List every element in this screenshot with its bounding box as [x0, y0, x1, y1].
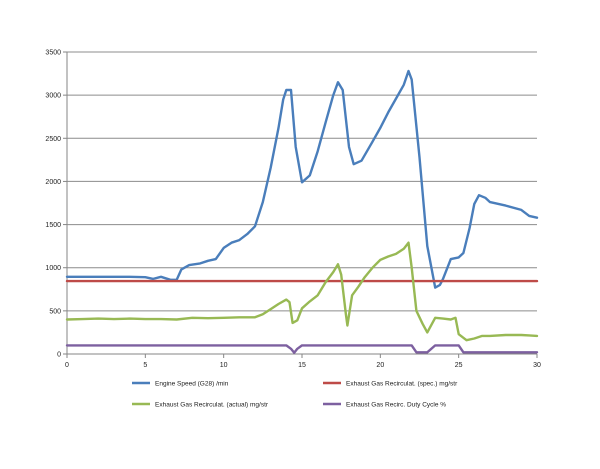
- x-tick-label-2: 10: [220, 362, 228, 369]
- y-tick-label-5: 2500: [45, 136, 61, 143]
- y-tick-label-7: 3500: [45, 50, 61, 57]
- axes: [63, 51, 538, 358]
- legend-label-1: Exhaust Gas Recirculat. (spec.) mg/str: [346, 381, 458, 388]
- x-tick-label-4: 20: [376, 362, 384, 369]
- legend-item-1: Exhaust Gas Recirculat. (spec.) mg/str: [323, 381, 458, 388]
- legend-label-3: Exhaust Gas Recirc. Duty Cycle %: [346, 402, 446, 409]
- y-tick-label-2: 1000: [45, 265, 61, 272]
- x-tick-label-5: 25: [455, 362, 463, 369]
- legend-label-2: Exhaust Gas Recirculat. (actual) mg/str: [155, 402, 269, 409]
- legend-item-0: Engine Speed (G28) /min: [132, 381, 229, 388]
- series-lines: [65, 69, 539, 354]
- legend-label-0: Engine Speed (G28) /min: [155, 381, 229, 388]
- series-line-3: [65, 344, 539, 354]
- y-tick-label-0: 0: [57, 352, 61, 359]
- legend-item-2: Exhaust Gas Recirculat. (actual) mg/str: [132, 402, 269, 409]
- x-tick-label-3: 15: [298, 362, 306, 369]
- y-tick-label-1: 500: [49, 308, 61, 315]
- legend-item-3: Exhaust Gas Recirc. Duty Cycle %: [323, 402, 446, 409]
- x-tick-label-6: 30: [533, 362, 541, 369]
- y-tick-label-3: 1500: [45, 222, 61, 229]
- gridlines: [67, 51, 537, 312]
- y-tick-label-4: 2000: [45, 179, 61, 186]
- x-tick-label-1: 5: [143, 362, 147, 369]
- series-line-2: [65, 241, 539, 342]
- tick-labels: 0 500 1000 1500 2000 2500 3000 3500 0 5 10 15 20 25 30: [45, 50, 541, 370]
- legend: Engine Speed (G28) /min Exhaust Gas Recir…: [132, 381, 458, 409]
- y-tick-label-6: 3000: [45, 93, 61, 100]
- x-tick-label-0: 0: [65, 362, 69, 369]
- series-line-0: [65, 69, 539, 289]
